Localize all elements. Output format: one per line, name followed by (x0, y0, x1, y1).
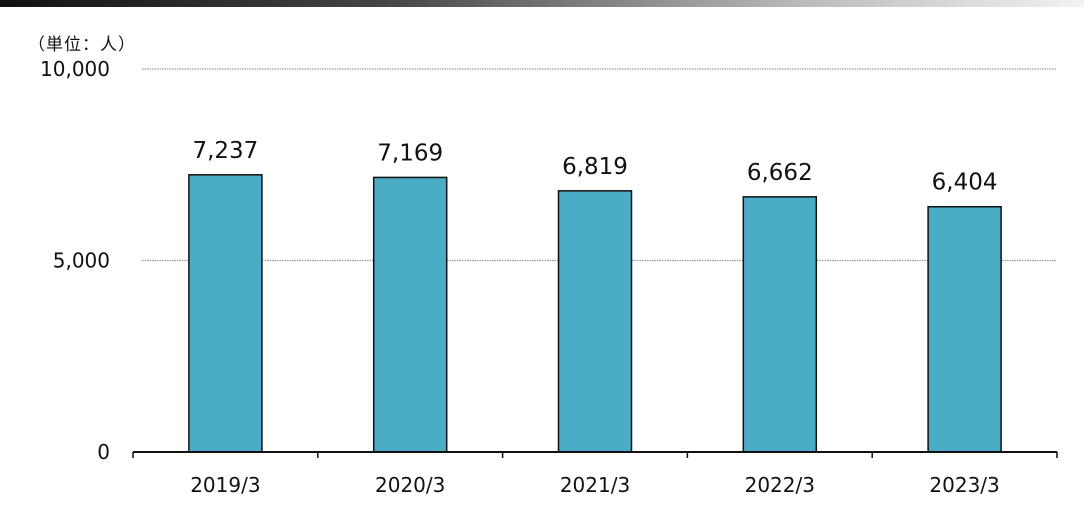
x-tick-label: 2019/3 (190, 473, 260, 497)
bar (188, 174, 263, 453)
x-tick-label: 2022/3 (745, 473, 815, 497)
unit-label: （単位：人） (28, 35, 136, 55)
top-gradient-bar (0, 0, 1084, 7)
y-tick-label: 10,000 (40, 57, 110, 81)
bar-value-label: 6,819 (562, 154, 628, 180)
bar-value-label: 7,169 (377, 140, 443, 166)
x-tick-label: 2023/3 (929, 473, 999, 497)
bar (742, 196, 818, 453)
x-tick-label: 2020/3 (375, 473, 445, 497)
bar (927, 205, 1002, 453)
bar-value-label: 6,662 (747, 160, 813, 186)
y-tick-label: 5,000 (53, 249, 110, 273)
bar (372, 176, 448, 453)
bar (557, 190, 633, 453)
y-tick-label: 0 (97, 440, 110, 464)
x-tick-label: 2021/3 (560, 473, 630, 497)
bar-value-label: 7,237 (192, 138, 258, 164)
bar-value-label: 6,404 (932, 170, 998, 196)
